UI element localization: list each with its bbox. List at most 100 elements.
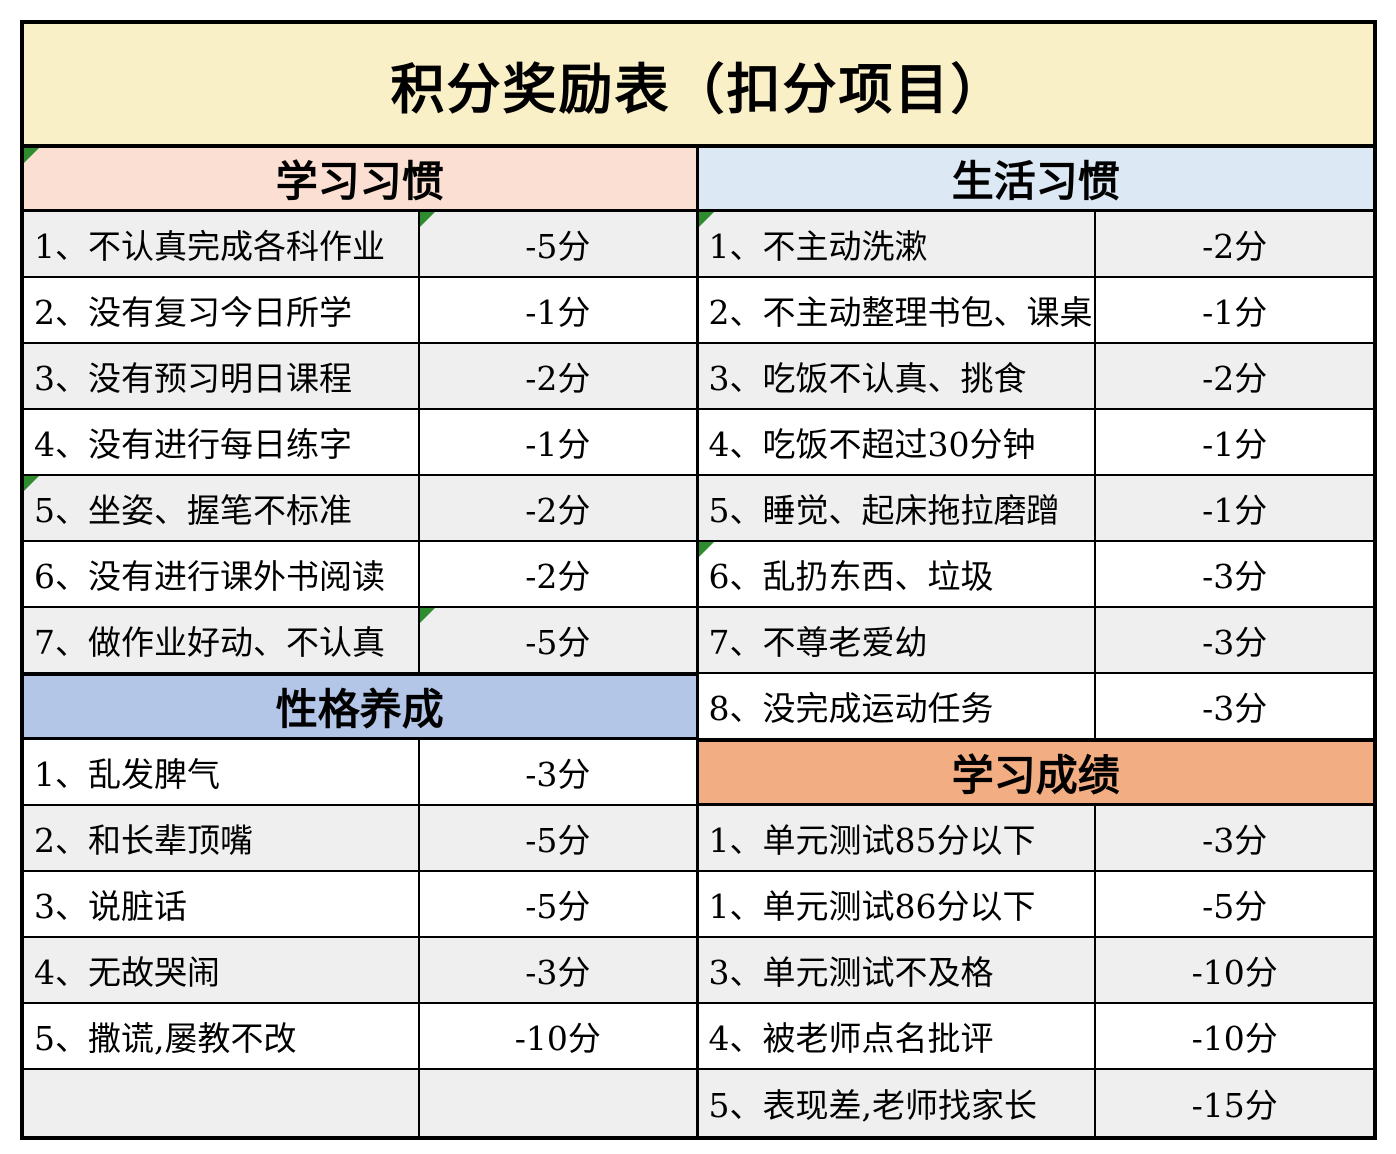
- table-row: 8、没完成运动任务 -3分: [698, 674, 1373, 740]
- item-cell: 2、没有复习今日所学: [24, 278, 421, 342]
- table-row: 5、睡觉、起床拖拉磨蹭 -1分: [698, 476, 1373, 542]
- score-cell: -5分: [420, 212, 695, 276]
- item-label: 6、没有进行课外书阅读: [34, 557, 385, 596]
- table-row: 1、乱发脾气 -3分: [24, 740, 696, 806]
- left-column: 学习习惯 1、不认真完成各科作业 -5分 2、没有复习今日所学 -1分 3、没有…: [24, 148, 699, 1136]
- score-cell: -1分: [1096, 476, 1373, 540]
- section-header-label: 学习习惯: [275, 157, 444, 206]
- score-value: -3分: [1202, 821, 1268, 860]
- item-label: 3、没有预习明日课程: [34, 359, 352, 398]
- score-value: -3分: [525, 953, 591, 992]
- table-row: 1、不主动洗漱 -2分: [698, 212, 1373, 278]
- table-row: 3、说脏话 -5分: [24, 872, 696, 938]
- score-value: -2分: [1202, 359, 1268, 398]
- score-value: -1分: [525, 293, 591, 332]
- score-cell: -2分: [420, 344, 695, 408]
- item-cell: 3、吃饭不认真、挑食: [699, 344, 1097, 408]
- item-cell: 1、不主动洗漱: [698, 212, 1097, 276]
- item-label: 1、不认真完成各科作业: [34, 227, 385, 266]
- item-label: 7、不尊老爱幼: [708, 623, 928, 662]
- item-label: 3、说脏话: [34, 887, 187, 926]
- table-row-empty: [24, 1070, 696, 1136]
- score-cell: -5分: [420, 608, 695, 672]
- table-row: 6、乱扔东西、垃圾 -3分: [698, 542, 1373, 608]
- item-cell: 5、睡觉、起床拖拉磨蹭: [699, 476, 1097, 540]
- table-row: 4、没有进行每日练字 -1分: [24, 410, 696, 476]
- item-cell: 1、不认真完成各科作业: [24, 212, 421, 276]
- score-value: -15分: [1191, 1086, 1278, 1125]
- score-value: -2分: [525, 359, 591, 398]
- right-column: 生活习惯 1、不主动洗漱 -2分 2、不主动整理书包、课桌 -1分 3、吃饭不认…: [698, 148, 1373, 1136]
- page-title: 积分奖励表（扣分项目）: [24, 24, 1373, 148]
- score-cell: -1分: [1096, 278, 1373, 342]
- score-value: -10分: [1191, 1019, 1278, 1058]
- item-label: 6、乱扔东西、垃圾: [708, 557, 994, 596]
- score-cell: -2分: [1096, 212, 1373, 276]
- score-value: -2分: [525, 557, 591, 596]
- item-cell: 8、没完成运动任务: [699, 674, 1097, 738]
- score-value: -1分: [1202, 491, 1268, 530]
- table-row: 4、吃饭不超过30分钟 -1分: [698, 410, 1373, 476]
- item-label: 3、单元测试不及格: [708, 953, 994, 992]
- item-cell: 2、不主动整理书包、课桌: [699, 278, 1097, 342]
- item-label: 3、吃饭不认真、挑食: [708, 359, 1027, 398]
- error-indicator-icon: [24, 476, 39, 491]
- score-value: -3分: [1202, 689, 1268, 728]
- item-cell: 6、没有进行课外书阅读: [24, 542, 421, 606]
- table-row: 7、不尊老爱幼 -3分: [698, 608, 1373, 674]
- item-label: 2、没有复习今日所学: [34, 293, 352, 332]
- score-cell: -10分: [1096, 938, 1373, 1002]
- table-row: 2、和长辈顶嘴 -5分: [24, 806, 696, 872]
- score-cell: -3分: [1096, 608, 1373, 672]
- table-row: 1、不认真完成各科作业 -5分: [24, 212, 696, 278]
- table-row: 1、单元测试85分以下 -3分: [698, 806, 1373, 872]
- item-cell: 3、说脏话: [24, 872, 421, 936]
- score-value: -5分: [1202, 887, 1268, 926]
- score-cell: -2分: [420, 476, 695, 540]
- section-header-grades: 学习成绩: [698, 740, 1373, 806]
- score-cell: -2分: [1096, 344, 1373, 408]
- item-label: 5、表现差,老师找家长: [708, 1086, 1038, 1125]
- item-label: 4、没有进行每日练字: [34, 425, 352, 464]
- score-value: -5分: [525, 623, 591, 662]
- table-row: 6、没有进行课外书阅读 -2分: [24, 542, 696, 608]
- table-row: 1、单元测试86分以下 -5分: [698, 872, 1373, 938]
- score-value: -1分: [525, 425, 591, 464]
- score-value: -5分: [525, 821, 591, 860]
- section-header-study-habits: 学习习惯: [24, 148, 696, 212]
- score-value: -10分: [514, 1019, 601, 1058]
- score-cell: -1分: [420, 410, 695, 474]
- item-cell: 4、吃饭不超过30分钟: [699, 410, 1097, 474]
- table-body: 学习习惯 1、不认真完成各科作业 -5分 2、没有复习今日所学 -1分 3、没有…: [24, 148, 1373, 1136]
- item-cell: 1、乱发脾气: [24, 740, 421, 804]
- score-value: -1分: [1202, 293, 1268, 332]
- item-label: 8、没完成运动任务: [708, 689, 994, 728]
- item-cell: 7、做作业好动、不认真: [24, 608, 421, 672]
- item-label: 7、做作业好动、不认真: [34, 623, 385, 662]
- table-row: 2、没有复习今日所学 -1分: [24, 278, 696, 344]
- score-cell: [420, 1070, 695, 1136]
- score-cell: -3分: [420, 938, 695, 1002]
- table-row: 2、不主动整理书包、课桌 -1分: [698, 278, 1373, 344]
- error-indicator-icon: [24, 148, 39, 163]
- score-cell: -15分: [1096, 1070, 1373, 1136]
- score-cell: -2分: [420, 542, 695, 606]
- error-indicator-icon: [698, 542, 714, 557]
- item-label: 5、撒谎,屡教不改: [34, 1019, 297, 1058]
- score-cell: -3分: [1096, 806, 1373, 870]
- score-cell: -10分: [420, 1004, 695, 1068]
- item-label: 2、不主动整理书包、课桌: [708, 293, 1093, 332]
- table-row: 5、坐姿、握笔不标准 -2分: [24, 476, 696, 542]
- item-label: 1、单元测试86分以下: [708, 887, 1036, 926]
- item-cell: 4、无故哭闹: [24, 938, 421, 1002]
- section-header-label: 学习成绩: [951, 751, 1120, 800]
- table-row: 3、吃饭不认真、挑食 -2分: [698, 344, 1373, 410]
- item-label: 2、和长辈顶嘴: [34, 821, 253, 860]
- item-label: 1、单元测试85分以下: [708, 821, 1036, 860]
- score-value: -2分: [1202, 227, 1268, 266]
- score-cell: -5分: [1096, 872, 1373, 936]
- score-cell: -10分: [1096, 1004, 1373, 1068]
- item-cell: 3、单元测试不及格: [699, 938, 1097, 1002]
- score-value: -3分: [1202, 557, 1268, 596]
- score-cell: -3分: [1096, 674, 1373, 738]
